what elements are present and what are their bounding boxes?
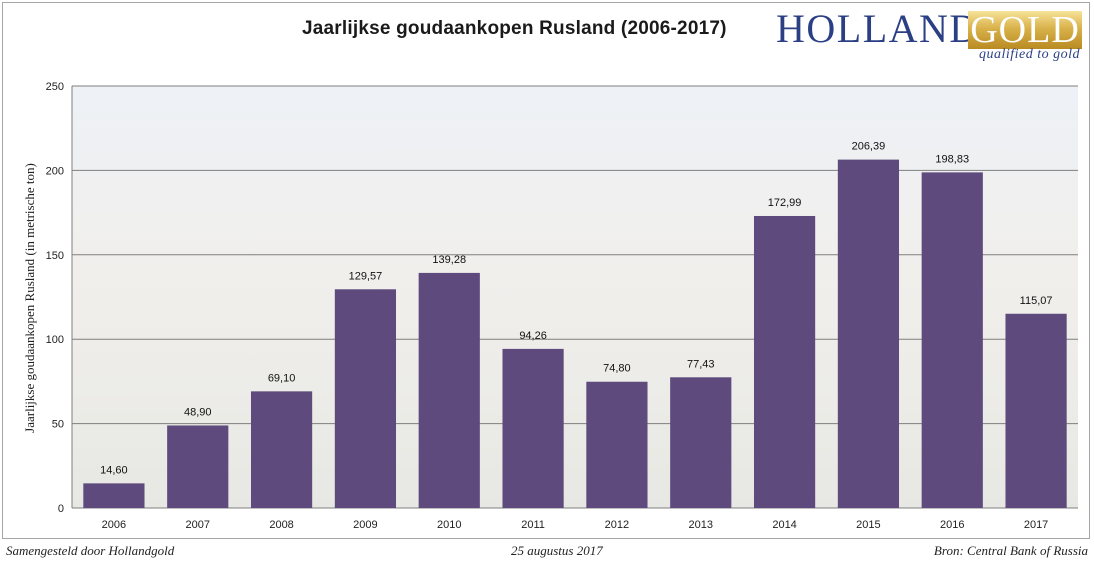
y-tick-150: 150 [46, 250, 64, 262]
y-tick-250: 250 [46, 81, 64, 93]
bar-2006 [83, 483, 145, 508]
x-tick-2016: 2016 [940, 519, 964, 531]
bar-2013 [670, 377, 732, 508]
footer-compiled-by: Samengesteld door Hollandgold [6, 543, 175, 558]
gridlines [71, 85, 1078, 509]
x-tick-2009: 2009 [353, 519, 377, 531]
x-tick-2006: 2006 [102, 519, 126, 531]
x-tick-2017: 2017 [1024, 519, 1048, 531]
value-label-2012: 74,80 [603, 363, 631, 375]
logo-word-holland: HOLLAND [776, 6, 980, 51]
x-tick-2007: 2007 [186, 519, 210, 531]
footer-date: 25 augustus 2017 [511, 543, 603, 558]
y-tick-50: 50 [52, 419, 64, 431]
value-label-2014: 172,99 [768, 197, 802, 209]
logo-tagline: qualified to gold [978, 47, 1080, 62]
y-tick-200: 200 [46, 165, 64, 177]
plot-background [72, 86, 1078, 508]
x-tick-2014: 2014 [772, 519, 796, 531]
hollandgold-logo: HOLLAND GOLD qualified to gold [776, 8, 1086, 66]
bar-2009 [334, 289, 397, 508]
bar-2015 [837, 159, 900, 508]
value-label-2013: 77,43 [687, 358, 715, 370]
bars [83, 159, 1067, 509]
value-label-2010: 139,28 [432, 254, 466, 266]
value-label-2008: 69,10 [268, 372, 296, 384]
x-tick-2008: 2008 [269, 519, 293, 531]
bar-2016 [921, 172, 983, 509]
bar-2007 [167, 425, 229, 508]
y-tick-100: 100 [46, 334, 64, 346]
bar-2011 [502, 348, 564, 508]
footer-source: Bron: Central Bank of Russia [933, 543, 1088, 558]
bar-2012 [586, 381, 648, 508]
value-label-2006: 14,60 [100, 464, 128, 476]
y-tick-0: 0 [58, 503, 64, 515]
plot-area [72, 86, 1078, 508]
value-label-2009: 129,57 [349, 270, 383, 282]
x-tick-2012: 2012 [605, 519, 629, 531]
bar-2008 [250, 391, 313, 508]
value-label-2017: 115,07 [1020, 295, 1053, 307]
x-tick-2011: 2011 [521, 519, 545, 531]
x-tick-2015: 2015 [856, 519, 880, 531]
x-tick-labels: 2006 2007 2008 2009 2010 2011 2012 2013 2014 2015… [102, 519, 1049, 531]
value-label-2016: 198,83 [935, 153, 969, 165]
value-label-2015: 206,39 [852, 141, 886, 153]
x-tick-2010: 2010 [437, 519, 461, 531]
bar-2014 [753, 215, 816, 509]
value-labels: 14,60 48,90 69,10 129,57 139,28 94,26 74,80 77,… [100, 141, 1052, 477]
bar-2010 [418, 272, 480, 508]
x-tick-2013: 2013 [689, 519, 713, 531]
y-tick-labels: 0 50 100 150 200 250 [46, 81, 64, 515]
logo-word-gold: GOLD [968, 11, 1082, 49]
chart-title: Jaarlijkse goudaankopen Rusland (2006-20… [302, 18, 727, 39]
value-label-2011: 94,26 [519, 330, 547, 342]
value-label-2007: 48,90 [184, 406, 212, 418]
bar-2017 [1005, 313, 1067, 508]
